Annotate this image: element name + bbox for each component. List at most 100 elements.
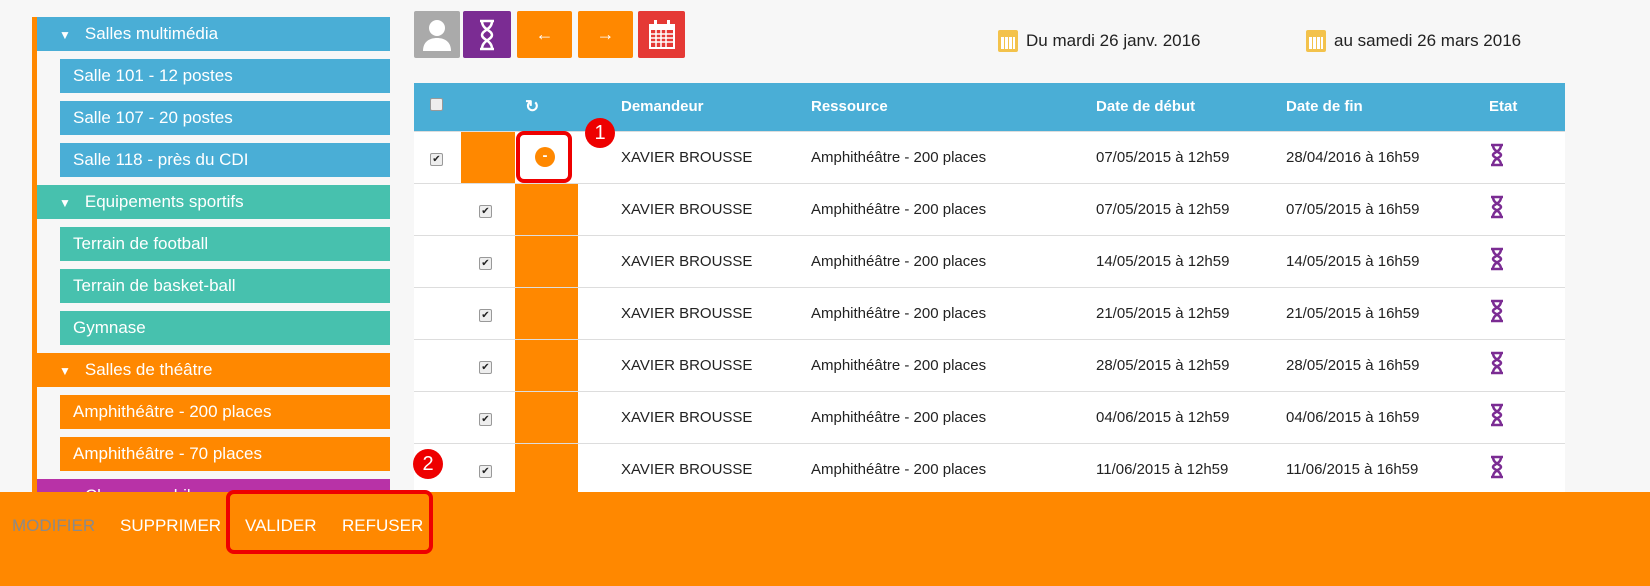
pending-filter-button[interactable] bbox=[463, 11, 511, 58]
demandeur-cell: XAVIER BROUSSE bbox=[621, 252, 753, 270]
sidebar-item[interactable]: Gymnase bbox=[60, 311, 390, 345]
action-bar: MODIFIER SUPPRIMER VALIDER REFUSER bbox=[0, 492, 1650, 586]
annotation-badge: 2 bbox=[413, 449, 443, 479]
demandeur-cell: XAVIER BROUSSE bbox=[621, 460, 753, 478]
caret-down-icon: ▼ bbox=[59, 490, 71, 492]
arrow-right-icon: → bbox=[596, 24, 615, 44]
demandeur-cell: XAVIER BROUSSE bbox=[621, 304, 753, 322]
select-all-checkbox[interactable] bbox=[430, 98, 443, 112]
ressource-cell: Amphithéâtre - 200 places bbox=[811, 200, 987, 218]
col-etat[interactable]: Etat bbox=[1489, 98, 1518, 116]
ressource-cell: Amphithéâtre - 200 places bbox=[811, 148, 987, 166]
date-fin-cell: 04/06/2015 à 16h59 bbox=[1286, 408, 1420, 426]
row-checkbox[interactable]: ✔ bbox=[479, 360, 492, 374]
caret-down-icon: ▼ bbox=[59, 28, 71, 42]
sidebar-group[interactable]: ▼ Classes mobiles bbox=[37, 479, 390, 492]
table-row[interactable]: ✔ XAVIER BROUSSE Amphithéâtre - 200 places… bbox=[414, 443, 1565, 495]
calendar-icon bbox=[998, 30, 1018, 52]
valider-button[interactable]: VALIDER bbox=[245, 516, 317, 535]
date-debut-cell: 11/06/2015 à 12h59 bbox=[1096, 460, 1229, 478]
demandeur-cell: XAVIER BROUSSE bbox=[621, 148, 753, 166]
row-checkbox[interactable]: ✔ bbox=[479, 204, 492, 218]
calendar-icon bbox=[648, 19, 675, 49]
supprimer-button[interactable]: SUPPRIMER bbox=[120, 516, 222, 535]
sidebar-group[interactable]: ▼ Salles de théâtre bbox=[37, 353, 390, 387]
row-checkbox[interactable]: ✔ bbox=[479, 464, 492, 478]
sidebar-group-label: Salles multimédia bbox=[84, 24, 219, 43]
sidebar-group-label: Classes mobiles bbox=[85, 486, 209, 492]
sidebar-item[interactable]: Salle 107 - 20 postes bbox=[60, 101, 390, 135]
col-demandeur[interactable]: Demandeur bbox=[621, 98, 704, 116]
table-row[interactable]: ✔ XAVIER BROUSSE Amphithéâtre - 200 places… bbox=[414, 235, 1565, 287]
sidebar-group[interactable]: ▼ Equipements sportifs bbox=[37, 185, 390, 219]
hourglass-icon bbox=[480, 19, 494, 50]
sidebar-item[interactable]: Amphithéâtre - 70 places bbox=[60, 437, 390, 471]
sidebar-group-label: Salles de théâtre bbox=[84, 360, 213, 379]
sidebar-item[interactable]: Salle 101 - 12 postes bbox=[60, 59, 390, 93]
date-debut-cell: 07/05/2015 à 12h59 bbox=[1096, 200, 1230, 218]
modifier-button[interactable]: MODIFIER bbox=[12, 516, 96, 535]
date-debut-cell: 07/05/2015 à 12h59 bbox=[1096, 148, 1230, 166]
next-button[interactable]: → bbox=[578, 11, 633, 58]
hourglass-icon bbox=[1491, 299, 1503, 323]
hourglass-icon bbox=[1491, 195, 1503, 219]
hourglass-icon bbox=[1491, 351, 1503, 375]
sidebar-group-label: Equipements sportifs bbox=[84, 192, 244, 211]
collapse-toggle-button[interactable]: - bbox=[535, 147, 555, 167]
table-row[interactable]: ✔ XAVIER BROUSSE Amphithéâtre - 200 places… bbox=[414, 391, 1565, 443]
annotation-box-toggle bbox=[516, 131, 572, 183]
row-checkbox[interactable]: ✔ bbox=[479, 308, 492, 322]
hourglass-icon bbox=[1491, 247, 1503, 271]
hourglass-icon bbox=[1491, 143, 1503, 167]
date-fin-cell: 28/04/2016 à 16h59 bbox=[1286, 148, 1420, 166]
arrow-left-icon: ← bbox=[535, 24, 554, 44]
end-date[interactable]: au samedi 26 mars 2016 bbox=[1306, 30, 1521, 52]
sidebar-item[interactable]: Terrain de football bbox=[60, 227, 390, 261]
date-fin-cell: 14/05/2015 à 16h59 bbox=[1286, 252, 1420, 270]
date-debut-cell: 21/05/2015 à 12h59 bbox=[1096, 304, 1230, 322]
date-fin-cell: 11/06/2015 à 16h59 bbox=[1286, 460, 1419, 478]
table-row[interactable]: ✔ XAVIER BROUSSE Amphithéâtre - 200 places… bbox=[414, 339, 1565, 391]
start-date[interactable]: Du mardi 26 janv. 2016 bbox=[998, 30, 1201, 52]
date-fin-cell: 21/05/2015 à 16h59 bbox=[1286, 304, 1420, 322]
date-fin-cell: 28/05/2015 à 16h59 bbox=[1286, 356, 1420, 374]
ressource-cell: Amphithéâtre - 200 places bbox=[811, 356, 987, 374]
annotation-badge: 1 bbox=[585, 118, 615, 148]
calendar-icon bbox=[1306, 30, 1326, 52]
sidebar-item[interactable]: Terrain de basket-ball bbox=[60, 269, 390, 303]
table-row[interactable]: ✔ XAVIER BROUSSE Amphithéâtre - 200 places… bbox=[414, 183, 1565, 235]
sidebar-item[interactable]: Salle 118 - près du CDI bbox=[60, 143, 390, 177]
user-filter-button[interactable] bbox=[414, 11, 460, 58]
col-date-fin[interactable]: Date de fin bbox=[1286, 98, 1363, 116]
demandeur-cell: XAVIER BROUSSE bbox=[621, 408, 753, 426]
demandeur-cell: XAVIER BROUSSE bbox=[621, 356, 753, 374]
reservations-table: ↻ Demandeur Ressource Date de début Date… bbox=[414, 83, 1565, 495]
ressource-cell: Amphithéâtre - 200 places bbox=[811, 252, 987, 270]
calendar-button[interactable] bbox=[638, 11, 685, 58]
hourglass-icon bbox=[1491, 456, 1503, 479]
sidebar-item[interactable]: Amphithéâtre - 200 places bbox=[60, 395, 390, 429]
ressource-cell: Amphithéâtre - 200 places bbox=[811, 460, 987, 478]
hourglass-icon bbox=[1491, 403, 1503, 427]
row-checkbox[interactable]: ✔ bbox=[479, 256, 492, 270]
sidebar-group[interactable]: ▼ Salles multimédia bbox=[37, 17, 390, 51]
user-icon bbox=[423, 19, 451, 51]
date-debut-cell: 04/06/2015 à 12h59 bbox=[1096, 408, 1230, 426]
row-checkbox[interactable]: ✔ bbox=[430, 152, 443, 166]
resource-sidebar: ▼ Salles multimédia Salle 101 - 12 postes S… bbox=[32, 17, 390, 492]
caret-down-icon: ▼ bbox=[59, 364, 71, 378]
previous-button[interactable]: ← bbox=[517, 11, 572, 58]
refuser-button[interactable]: REFUSER bbox=[342, 516, 424, 535]
col-ressource[interactable]: Ressource bbox=[811, 98, 888, 116]
row-checkbox[interactable]: ✔ bbox=[479, 412, 492, 426]
date-debut-cell: 14/05/2015 à 12h59 bbox=[1096, 252, 1230, 270]
date-debut-cell: 28/05/2015 à 12h59 bbox=[1096, 356, 1230, 374]
caret-down-icon: ▼ bbox=[59, 196, 71, 210]
end-date-label: au samedi 26 mars 2016 bbox=[1334, 31, 1522, 50]
col-date-debut[interactable]: Date de début bbox=[1096, 98, 1196, 116]
start-date-label: Du mardi 26 janv. 2016 bbox=[1026, 31, 1201, 50]
demandeur-cell: XAVIER BROUSSE bbox=[621, 200, 753, 218]
annotation-box-actions bbox=[226, 490, 433, 554]
table-row[interactable]: ✔ XAVIER BROUSSE Amphithéâtre - 200 places… bbox=[414, 287, 1565, 339]
ressource-cell: Amphithéâtre - 200 places bbox=[811, 408, 987, 426]
